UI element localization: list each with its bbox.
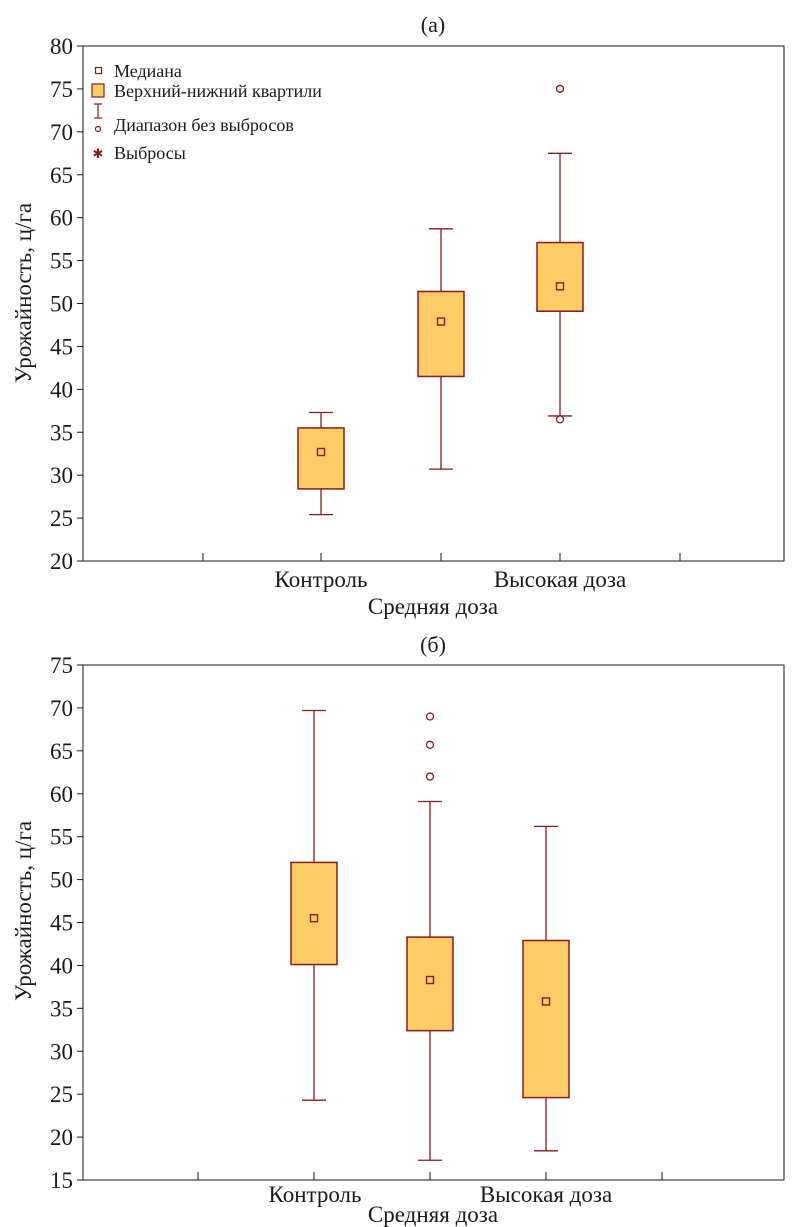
x-axis-ticks (197, 1172, 663, 1180)
median-marker (541, 997, 551, 1006)
y-tick-label: 35 (50, 420, 73, 445)
quartile-box-icon (91, 83, 105, 98)
x-tick-label: Контроль (275, 567, 368, 592)
quartile-box (522, 939, 570, 1099)
y-tick-label: 30 (50, 463, 73, 488)
outlier-point (555, 84, 565, 94)
y-axis-label: Урожайность, ц/га (11, 821, 36, 1001)
x-tick-label: Высокая доза (494, 567, 626, 592)
median-marker (316, 447, 326, 457)
outlier-point (425, 772, 435, 781)
box-series (290, 709, 570, 1161)
boxplot-group (290, 709, 338, 1101)
quartile-box (417, 290, 465, 378)
legend-label: Медиана (114, 61, 182, 81)
quartile-box (536, 241, 584, 312)
legend-label: Диапазон без выбросов (114, 115, 294, 135)
quartile-box (290, 861, 338, 966)
y-tick-label: 65 (50, 739, 73, 764)
boxplot-group (536, 84, 584, 424)
y-tick-label: 55 (50, 249, 73, 274)
y-tick-label: 70 (50, 120, 73, 145)
chart-panel-b: (б) Урожайность, ц/га Средняя доза Контр… (11, 632, 785, 1227)
y-tick-label: 35 (50, 996, 73, 1021)
boxplot-group (406, 712, 454, 1161)
median-square-icon (94, 66, 103, 75)
outlier-asterisk-icon: ✱ (93, 146, 104, 161)
boxplot-group (297, 411, 345, 516)
y-tick-label: 65 (50, 163, 73, 188)
quartile-box (297, 427, 345, 490)
y-tick-label: 50 (50, 292, 73, 317)
y-tick-label: 40 (50, 953, 73, 978)
plot-frame (82, 664, 785, 1181)
y-tick-label: 25 (50, 1082, 73, 1107)
x-axis-label: Средняя доза (368, 594, 498, 619)
y-axis: 15 20 25 30 35 40 45 50 55 60 65 70 75 (50, 653, 83, 1193)
y-tick-label: 55 (50, 825, 73, 850)
x-tick-label: Контроль (269, 1182, 362, 1207)
y-axis-label: Урожайность, ц/га (11, 203, 36, 383)
legend-label: Верхний-нижний квартили (114, 81, 322, 101)
y-tick-label: 40 (50, 377, 73, 402)
x-axis-label: Средняя доза (368, 1202, 498, 1227)
box-series (297, 84, 584, 516)
median-marker (436, 317, 446, 326)
y-tick-label: 45 (50, 911, 73, 936)
y-tick-label: 25 (50, 506, 73, 531)
outlier-point (425, 740, 435, 749)
y-tick-label: 20 (50, 1125, 73, 1150)
y-axis: 20 25 30 35 40 45 50 55 60 65 70 75 80 (50, 34, 83, 574)
chart-title: (б) (420, 632, 446, 657)
y-tick-label: 70 (50, 696, 73, 721)
y-tick-label: 75 (50, 77, 73, 102)
boxplot-group (522, 825, 570, 1152)
x-tick-label: Высокая доза (480, 1182, 612, 1207)
y-tick-label: 20 (50, 549, 73, 574)
y-tick-label: 15 (50, 1168, 73, 1193)
chart-panel-a: (а) Урожайность, ц/га Средняя доза Контр… (11, 12, 785, 619)
legend-label: Выбросы (114, 143, 186, 163)
y-tick-label: 75 (50, 653, 73, 678)
y-tick-label: 30 (50, 1039, 73, 1064)
y-tick-label: 50 (50, 868, 73, 893)
y-tick-label: 60 (50, 206, 73, 231)
outlier-point (555, 415, 565, 424)
y-tick-label: 80 (50, 34, 73, 59)
outlier-point (425, 712, 435, 721)
chart-title: (а) (421, 12, 445, 37)
median-marker (555, 282, 565, 291)
boxplot-group (417, 228, 465, 470)
x-axis-ticks (202, 553, 681, 561)
median-marker (425, 975, 435, 985)
median-marker (309, 914, 319, 923)
y-tick-label: 60 (50, 782, 73, 807)
legend: Медиана Верхний-нижний квартили Диапазон… (91, 61, 322, 163)
whisker-range-icon (94, 103, 102, 133)
y-tick-label: 45 (50, 334, 73, 359)
